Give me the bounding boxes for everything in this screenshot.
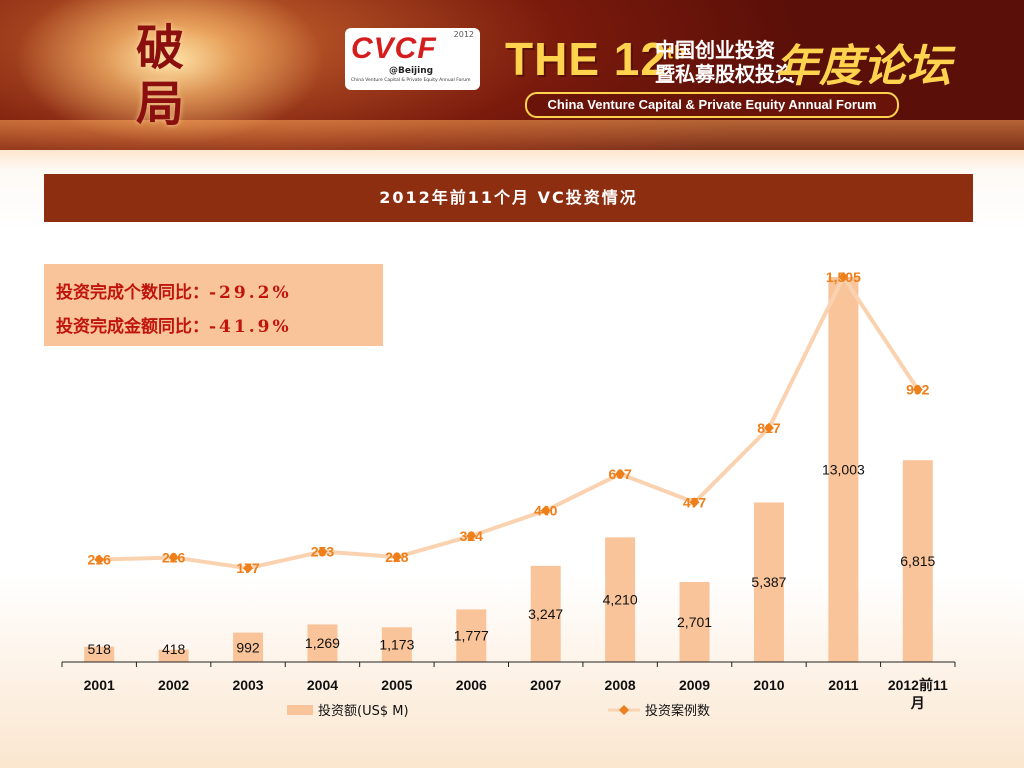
bar xyxy=(456,609,487,662)
line-value-label: 1,505 xyxy=(826,269,861,285)
series-line xyxy=(99,275,920,571)
stat-amount-value: -41.9% xyxy=(209,317,292,337)
legend-line-label: 投资案例数 xyxy=(645,703,710,719)
bar xyxy=(233,632,264,662)
bar-value-label: 2,701 xyxy=(677,614,712,630)
bar xyxy=(307,624,338,662)
cvcf-year: 2012 xyxy=(453,30,474,39)
badge-text: 破局 xyxy=(135,20,184,132)
line-marker xyxy=(540,505,551,516)
bar xyxy=(530,565,561,662)
bar-value-label: 6,815 xyxy=(900,553,935,569)
line-value-label: 253 xyxy=(311,544,335,560)
stat-count-label: 投资完成个数同比： xyxy=(56,283,209,303)
x-tick-label: 2011 xyxy=(828,677,859,693)
forum-cn-line2: 暨私募股权投资 xyxy=(655,62,795,86)
x-tick-label: 2002 xyxy=(158,677,189,693)
bar-value-label: 4,210 xyxy=(603,592,638,608)
bar xyxy=(679,582,710,662)
cvcf-subtitle: China Venture Capital & Private Equity A… xyxy=(351,78,471,83)
line-marker xyxy=(615,468,626,479)
bar xyxy=(158,649,189,662)
line-marker xyxy=(838,272,849,282)
line-marker xyxy=(391,552,402,563)
x-tick-label: 2008 xyxy=(605,677,636,693)
line-value-label: 216 xyxy=(88,552,112,568)
line-marker xyxy=(912,384,923,395)
slide-title: 2012年前11个月 VC投资情况 xyxy=(44,174,973,222)
bar-value-label: 5,387 xyxy=(751,574,786,590)
bar-value-label: 13,003 xyxy=(822,462,865,478)
x-tick-label: 2001 xyxy=(84,677,115,693)
x-tick-label: 2010 xyxy=(753,677,784,693)
line-marker xyxy=(94,554,105,565)
bar xyxy=(605,537,636,662)
legend-line-marker xyxy=(619,705,629,715)
forum-en-pill: China Venture Capital & Private Equity A… xyxy=(525,92,899,118)
bar xyxy=(381,627,412,662)
bar-value-label: 1,173 xyxy=(379,637,414,653)
cvcf-city: @Beijing xyxy=(389,66,434,76)
x-tick-label: 2007 xyxy=(530,677,561,693)
forum-title: THE 12th 中国创业投资 暨私募股权投资 年度论坛 xyxy=(505,30,985,92)
x-tick-label: 2006 xyxy=(456,677,487,693)
banner-fade xyxy=(0,120,1024,170)
line-value-label: 177 xyxy=(236,560,260,576)
bar-value-label: 1,269 xyxy=(305,635,340,651)
stat-amount: 投资完成金额同比：-41.9% xyxy=(56,312,292,337)
bar xyxy=(828,277,859,662)
stats-box: 投资完成个数同比：-29.2% 投资完成金额同比：-41.9% xyxy=(44,264,383,346)
x-tick-label: 2005 xyxy=(381,677,412,693)
legend: 投资额(US$ M) 投资案例数 xyxy=(287,703,710,719)
bar-value-label: 418 xyxy=(162,641,186,657)
line-value-label: 477 xyxy=(683,494,707,510)
cvcf-logo: CVCF xyxy=(351,32,437,65)
forum-cn-line1: 中国创业投资 xyxy=(655,38,775,62)
bar-value-label: 1,777 xyxy=(454,628,489,644)
bar-value-label: 992 xyxy=(236,639,260,655)
forum-cn-big: 年度论坛 xyxy=(775,41,951,92)
bar xyxy=(84,646,115,662)
line-marker xyxy=(243,563,254,574)
stat-count: 投资完成个数同比：-29.2% xyxy=(56,278,292,303)
line-value-label: 817 xyxy=(757,420,781,436)
line-value-label: 992 xyxy=(906,381,930,397)
the12-label: THE 12th xyxy=(505,33,686,85)
x-tick-label: 2003 xyxy=(232,677,263,693)
x-tick-label: 2004 xyxy=(307,677,338,693)
line-marker xyxy=(466,530,477,541)
legend-bar-label: 投资额(US$ M) xyxy=(318,703,409,719)
line-marker xyxy=(689,497,700,508)
line-value-label: 607 xyxy=(608,466,632,482)
line-value-label: 226 xyxy=(162,549,186,565)
x-tick-label: 2009 xyxy=(679,677,710,693)
bar xyxy=(753,502,784,662)
stat-amount-label: 投资完成金额同比： xyxy=(56,317,209,337)
stat-count-value: -29.2% xyxy=(209,283,292,303)
bar-value-label: 518 xyxy=(88,641,112,657)
line-group: 216 226 177 253 228 324 440 607 477 817 1,505 992 xyxy=(88,269,930,576)
line-marker xyxy=(168,552,179,563)
x-axis: 2001 2002 2003 2004 2005 2006 2007 2008 2009 2010… xyxy=(61,661,956,711)
line-value-label: 440 xyxy=(534,503,558,519)
legend-bar-swatch xyxy=(287,705,313,715)
line-value-label: 324 xyxy=(460,528,484,544)
x-tick-label-cont: 月 xyxy=(910,695,925,711)
line-value-label: 228 xyxy=(385,549,409,565)
bar-group: 518 418 992 1,269 1,173 1,777 3,247 4,210 2,701 5… xyxy=(84,277,936,662)
line-marker xyxy=(763,422,774,433)
cvcf-logo-box: CVCF 2012 @Beijing China Venture Capital… xyxy=(345,28,480,90)
bar xyxy=(902,460,933,662)
bar-value-label: 3,247 xyxy=(528,606,563,622)
x-tick-label: 2012前11 xyxy=(888,677,948,693)
line-marker xyxy=(317,546,328,557)
